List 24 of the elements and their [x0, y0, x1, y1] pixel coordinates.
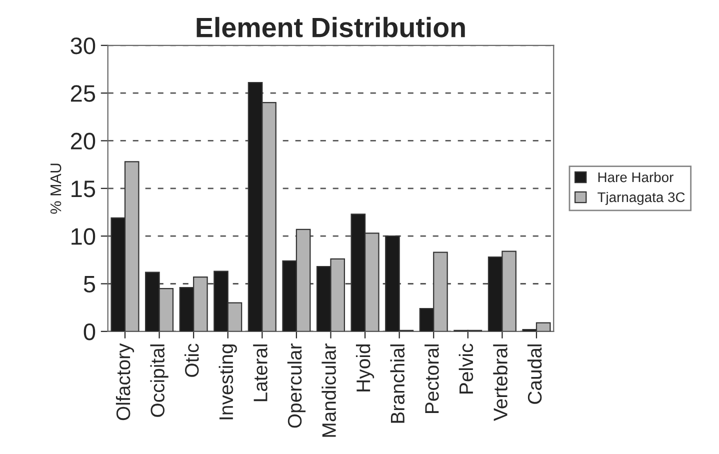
x-tick-label: Mandicular [322, 344, 336, 437]
x-tick-label: Pelvic [458, 344, 474, 394]
legend-label: Tjarnagata 3C [598, 192, 685, 205]
y-tick-label: 30 [70, 37, 96, 54]
y-tick-label: 20 [70, 132, 96, 150]
y-tick-label: 5 [84, 276, 96, 293]
x-tick-label: Occipital [150, 344, 168, 417]
x-tick-label: Olfactory [116, 343, 134, 420]
y-axis-title: % MAU [50, 164, 62, 214]
x-tick-label: Otic [184, 344, 199, 377]
y-tick-label: 25 [70, 85, 96, 102]
x-tick-label: Lateral [253, 344, 268, 402]
y-tick-label: 0 [84, 323, 96, 340]
legend-label: Hare Harbor [598, 172, 674, 182]
chart-title: Element Distribution [196, 16, 465, 38]
x-tick-label: Caudal [527, 344, 542, 404]
x-tick-label: Vertebral [493, 344, 508, 421]
y-tick-label: 15 [72, 180, 96, 198]
x-tick-label: Pectoral [424, 344, 439, 413]
x-tick-label: Hyoid [356, 344, 374, 392]
x-tick-label: Branchial [390, 344, 405, 423]
x-tick-label: Opercular [287, 344, 306, 428]
y-tick-label: 10 [72, 228, 96, 245]
x-tick-label: Investing [218, 344, 237, 420]
